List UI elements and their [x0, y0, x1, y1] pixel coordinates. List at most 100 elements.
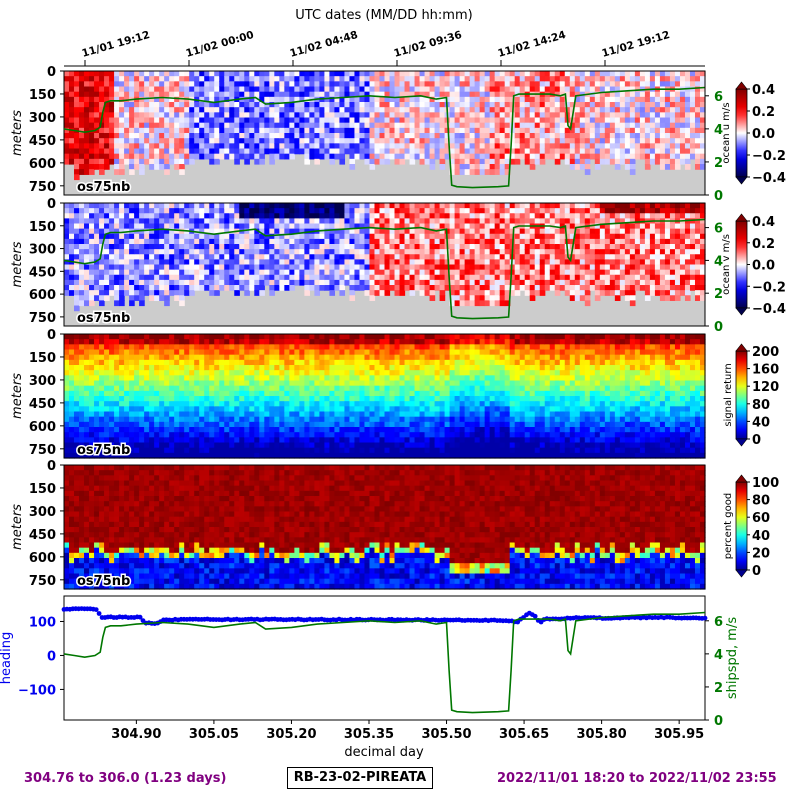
heatmap-cell: [419, 208, 426, 214]
heatmap-cell: [74, 274, 80, 281]
heatmap-cell: [164, 91, 170, 98]
heatmap-cell: [94, 102, 100, 108]
heatmap-cell: [184, 274, 190, 281]
heatmap-cell: [174, 213, 180, 219]
heatmap-cell: [109, 96, 115, 103]
heatmap-cell: [579, 143, 586, 150]
heatmap-cell: [494, 249, 501, 255]
heatmap-cell: [439, 164, 446, 170]
heatmap-cell: [634, 254, 641, 260]
heatmap-cell: [644, 233, 651, 240]
heatmap-cell: [324, 259, 331, 266]
heatmap-cell: [304, 285, 310, 291]
heatmap-cell: [384, 290, 391, 296]
heatmap-cell: [574, 76, 581, 82]
heatmap-cell: [504, 158, 511, 165]
heatmap-cell: [254, 269, 260, 276]
heatmap-cell: [244, 158, 250, 165]
heatmap-cell: [694, 254, 701, 260]
heatmap-cell: [519, 233, 526, 240]
heatmap-cell: [634, 102, 641, 108]
heatmap-cell: [439, 102, 446, 108]
heatmap-cell: [384, 127, 391, 134]
heatmap-cell: [299, 249, 305, 255]
heatmap-cell: [129, 164, 135, 170]
heatmap-cell: [114, 102, 120, 108]
heatmap-cell: [669, 148, 676, 155]
heatmap-cell: [579, 208, 586, 214]
heatmap-cell: [379, 102, 386, 108]
heatmap-cell: [399, 290, 406, 296]
heatmap-cell: [639, 203, 646, 209]
heatmap-cell: [159, 254, 165, 260]
heatmap-cell: [644, 153, 651, 160]
heatmap-cell: [269, 81, 275, 88]
heatmap-cell: [79, 76, 85, 82]
heatmap-cell: [614, 279, 621, 286]
heatmap-cell: [149, 259, 155, 266]
heatmap-cell: [469, 164, 476, 170]
heatmap-cell: [594, 96, 601, 103]
heatmap-cell: [319, 96, 326, 103]
heatmap-cell: [464, 279, 471, 286]
heatmap-cell: [84, 385, 90, 392]
heatmap-cell: [639, 233, 646, 240]
heatmap-cell: [489, 158, 496, 165]
heatmap-cell: [84, 228, 90, 235]
heatmap-cell: [94, 274, 100, 281]
heatmap-cell: [684, 249, 691, 255]
heatmap-cell: [674, 143, 681, 150]
heatmap-cell: [394, 249, 401, 255]
heatmap-cell: [294, 81, 300, 88]
heatmap-cell: [64, 385, 70, 392]
heatmap-cell: [269, 107, 275, 113]
heatmap-cell: [324, 122, 331, 129]
heatmap-cell: [479, 264, 486, 271]
heatmap-cell: [274, 259, 280, 266]
heatmap-cell: [344, 208, 351, 214]
heatmap-cell: [499, 213, 506, 219]
heatmap-cell: [69, 396, 75, 402]
heatmap-cell: [209, 86, 215, 93]
heatmap-cell: [74, 349, 80, 356]
heatmap-cell: [669, 203, 676, 209]
right-axis-tick-label: 2: [714, 156, 723, 171]
heatmap-cell: [314, 138, 320, 144]
heatmap-cell: [574, 213, 581, 219]
heatmap-cell: [104, 148, 110, 155]
heatmap-cell: [139, 208, 145, 214]
heatmap-cell: [389, 228, 396, 235]
heatmap-cell: [199, 96, 205, 103]
heatmap-cell: [114, 254, 120, 260]
heatmap-cell: [169, 153, 175, 160]
heatmap-cell: [699, 107, 706, 113]
heatmap-cell: [89, 117, 95, 124]
heatmap-cell: [79, 365, 85, 371]
heatmap-cell: [234, 203, 240, 209]
heatmap-cell: [459, 102, 466, 108]
heatmap-cell: [409, 112, 416, 119]
heatmap-cell: [109, 203, 115, 209]
heatmap-cell: [194, 269, 200, 276]
heatmap-cell: [214, 269, 220, 276]
heatmap-cell: [164, 238, 170, 245]
heatmap-cell: [79, 164, 85, 170]
heatmap-cell: [494, 133, 501, 139]
heatmap-cell: [614, 164, 621, 170]
heatmap-cell: [119, 249, 125, 255]
heatmap-cell: [534, 107, 541, 113]
heatmap-cell: [484, 228, 491, 235]
heatmap-cell: [139, 86, 145, 93]
heatmap-cell: [79, 169, 85, 175]
heatmap-cell: [394, 133, 401, 139]
heatmap-cell: [519, 81, 526, 88]
heatmap-cell: [399, 102, 406, 108]
heatmap-cell: [239, 153, 245, 160]
heatmap-cell: [69, 380, 75, 387]
heatmap-cell: [394, 117, 401, 124]
heatmap-cell: [584, 107, 591, 113]
heatmap-cell: [549, 96, 556, 103]
heatmap-cell: [79, 269, 85, 276]
heatmap-cell: [634, 279, 641, 286]
heatmap-cell: [399, 269, 406, 276]
